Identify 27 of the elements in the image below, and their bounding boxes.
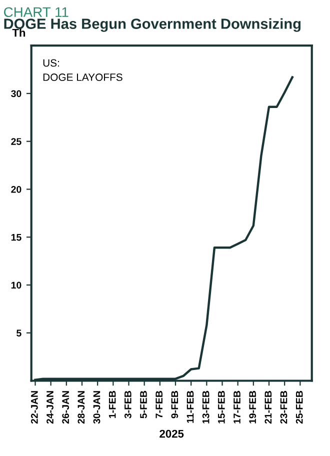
x-tick-label: 3-FEB — [124, 390, 132, 418]
x-tick-label: 25-FEB — [296, 390, 303, 424]
annotation: US: DOGE LAYOFFS — [43, 59, 122, 81]
x-tick-label: 1-FEB — [108, 390, 116, 418]
x-tick-label: 9-FEB — [171, 390, 178, 418]
chart-subtitle: CHART 11 — [4, 7, 68, 18]
x-tick-label: 17-FEB — [234, 390, 240, 424]
y-tick-label: 5 — [16, 330, 22, 336]
y-tick-label: 10 — [11, 282, 22, 289]
x-tick-label: 19-FEB — [249, 390, 256, 424]
x-tick-label: 5-FEB — [140, 390, 147, 418]
x-tick-label: 24-JAN — [46, 391, 54, 424]
x-tick-label: 23-FEB — [280, 390, 288, 424]
x-tick-label: 26-JAN — [62, 391, 70, 424]
x-tick-label: 22-JAN — [30, 391, 38, 424]
x-tick-label: 11-FEB — [186, 390, 194, 423]
y-tick-label: 30 — [11, 90, 22, 98]
y-tick-label: 15 — [11, 234, 22, 241]
x-tick-label: 30-JAN — [93, 391, 100, 424]
x-tick-label: 7-FEB — [156, 390, 162, 418]
x-tick-label: 13-FEB — [202, 390, 210, 424]
x-tick-label: 21-FEB — [264, 390, 272, 424]
x-tick-label: 28-JAN — [78, 391, 85, 424]
x-axis-title: 2025 — [160, 430, 184, 438]
y-tick-label: 25 — [11, 138, 22, 145]
x-tick-label: 15-FEB — [218, 390, 225, 424]
y-tick-label: 20 — [11, 186, 22, 193]
